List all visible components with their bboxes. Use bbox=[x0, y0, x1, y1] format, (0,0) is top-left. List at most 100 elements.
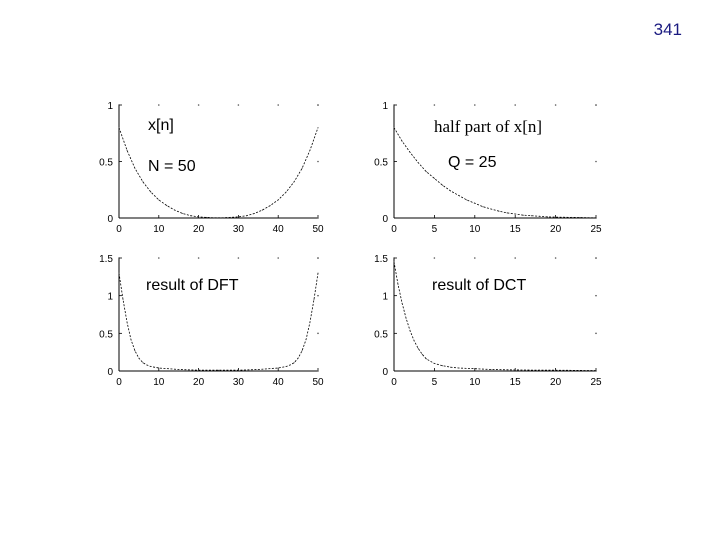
data-point bbox=[142, 181, 144, 183]
data-point bbox=[222, 217, 223, 219]
data-point bbox=[142, 362, 144, 364]
x-top-tick-dot bbox=[277, 104, 280, 106]
data-point bbox=[450, 190, 452, 192]
x-tick-label: 15 bbox=[510, 377, 522, 388]
data-point bbox=[498, 210, 500, 212]
data-point bbox=[309, 321, 311, 323]
data-point bbox=[417, 162, 419, 164]
annotation-half-0: half part of x[n] bbox=[434, 117, 542, 136]
data-point bbox=[421, 353, 423, 355]
x-top-tick-dot bbox=[474, 104, 476, 106]
data-point bbox=[182, 213, 184, 214]
x-tick-label: 15 bbox=[510, 224, 522, 235]
x-top-tick-dot bbox=[514, 257, 516, 259]
data-point bbox=[122, 298, 124, 300]
x-tick-label: 30 bbox=[233, 224, 245, 235]
x-tick-label: 20 bbox=[550, 377, 562, 388]
subplot-dft: 0 10 20 30 40 50 0 0.5 1 1.5 result of DFT bbox=[99, 254, 324, 388]
data-point bbox=[269, 205, 271, 207]
data-point bbox=[417, 347, 419, 349]
data-point bbox=[198, 369, 200, 371]
x-top-tick-dot bbox=[197, 104, 200, 106]
y-tick-label: 1 bbox=[107, 292, 113, 303]
data-point bbox=[305, 338, 307, 340]
data-point bbox=[466, 199, 468, 201]
x-top-tick-dot bbox=[554, 257, 557, 259]
x-tick-label: 40 bbox=[273, 377, 285, 388]
annotation-dft-0: result of DFT bbox=[146, 277, 239, 294]
data-point bbox=[150, 366, 152, 367]
x-tick-label: 10 bbox=[153, 224, 165, 235]
y-right-tick-dot bbox=[595, 104, 597, 106]
data-point bbox=[237, 369, 239, 371]
y-tick-label: 1 bbox=[107, 101, 113, 112]
series-line-0 bbox=[393, 127, 597, 219]
data-point bbox=[490, 369, 492, 370]
data-point bbox=[538, 369, 540, 371]
data-point bbox=[458, 367, 460, 369]
y-right-tick-dot bbox=[317, 294, 319, 297]
y-tick-label: 0.5 bbox=[374, 158, 388, 169]
data-point bbox=[538, 215, 540, 217]
data-point bbox=[309, 149, 311, 151]
x-tick-label: 10 bbox=[469, 377, 481, 388]
data-point bbox=[126, 149, 128, 151]
data-point bbox=[245, 215, 247, 217]
data-point bbox=[218, 369, 219, 371]
data-point bbox=[293, 181, 295, 183]
data-point bbox=[134, 350, 136, 352]
y-right-tick-dot bbox=[317, 257, 319, 259]
data-point bbox=[146, 364, 148, 366]
y-right-tick-dot bbox=[317, 370, 319, 372]
subplot-dct: 0 5 10 15 20 25 0 0.5 1 1.5 result of DCT bbox=[374, 254, 602, 388]
y-right-tick-dot bbox=[595, 160, 597, 163]
data-point bbox=[555, 369, 557, 371]
data-point bbox=[158, 367, 160, 369]
data-point bbox=[555, 216, 557, 218]
data-point bbox=[571, 216, 573, 218]
data-point bbox=[190, 215, 192, 217]
data-point bbox=[214, 217, 215, 219]
data-point bbox=[506, 212, 508, 214]
data-point bbox=[490, 208, 492, 210]
x-tick-label: 20 bbox=[550, 224, 562, 235]
data-point bbox=[229, 216, 231, 218]
y-tick-label: 0.5 bbox=[99, 158, 113, 169]
x-top-tick-dot bbox=[277, 257, 280, 259]
data-point bbox=[257, 369, 259, 370]
data-point bbox=[522, 214, 524, 216]
data-point bbox=[482, 206, 484, 208]
data-point bbox=[474, 202, 476, 204]
y-tick-label: 1 bbox=[382, 292, 388, 303]
data-point bbox=[138, 357, 140, 359]
data-point bbox=[514, 369, 516, 371]
y-tick-label: 0 bbox=[382, 367, 388, 378]
data-point bbox=[297, 357, 299, 359]
data-point bbox=[150, 191, 152, 193]
x-top-tick-dot bbox=[237, 257, 240, 259]
x-tick-label: 0 bbox=[116, 377, 122, 388]
x-tick-label: 5 bbox=[432, 224, 438, 235]
data-point bbox=[285, 366, 287, 367]
y-tick-label: 1 bbox=[382, 101, 388, 112]
data-point bbox=[198, 216, 200, 218]
annotation-half-1: Q = 25 bbox=[448, 154, 497, 171]
x-top-tick-dot bbox=[197, 257, 200, 259]
data-point bbox=[393, 127, 395, 129]
data-point bbox=[405, 317, 407, 319]
x-tick-label: 10 bbox=[469, 224, 481, 235]
y-right-tick-dot bbox=[595, 294, 597, 297]
data-point bbox=[595, 217, 597, 219]
data-point bbox=[393, 261, 395, 263]
annotation-dct-0: result of DCT bbox=[432, 277, 526, 294]
data-point bbox=[253, 213, 255, 214]
y-tick-label: 0 bbox=[107, 367, 113, 378]
data-point bbox=[595, 370, 597, 372]
annotation-xn-1: N = 50 bbox=[148, 158, 196, 175]
data-point bbox=[293, 362, 295, 364]
x-tick-label: 25 bbox=[590, 224, 602, 235]
y-tick-label: 0.5 bbox=[99, 329, 113, 340]
x-tick-label: 5 bbox=[432, 377, 438, 388]
x-tick-label: 25 bbox=[590, 377, 602, 388]
